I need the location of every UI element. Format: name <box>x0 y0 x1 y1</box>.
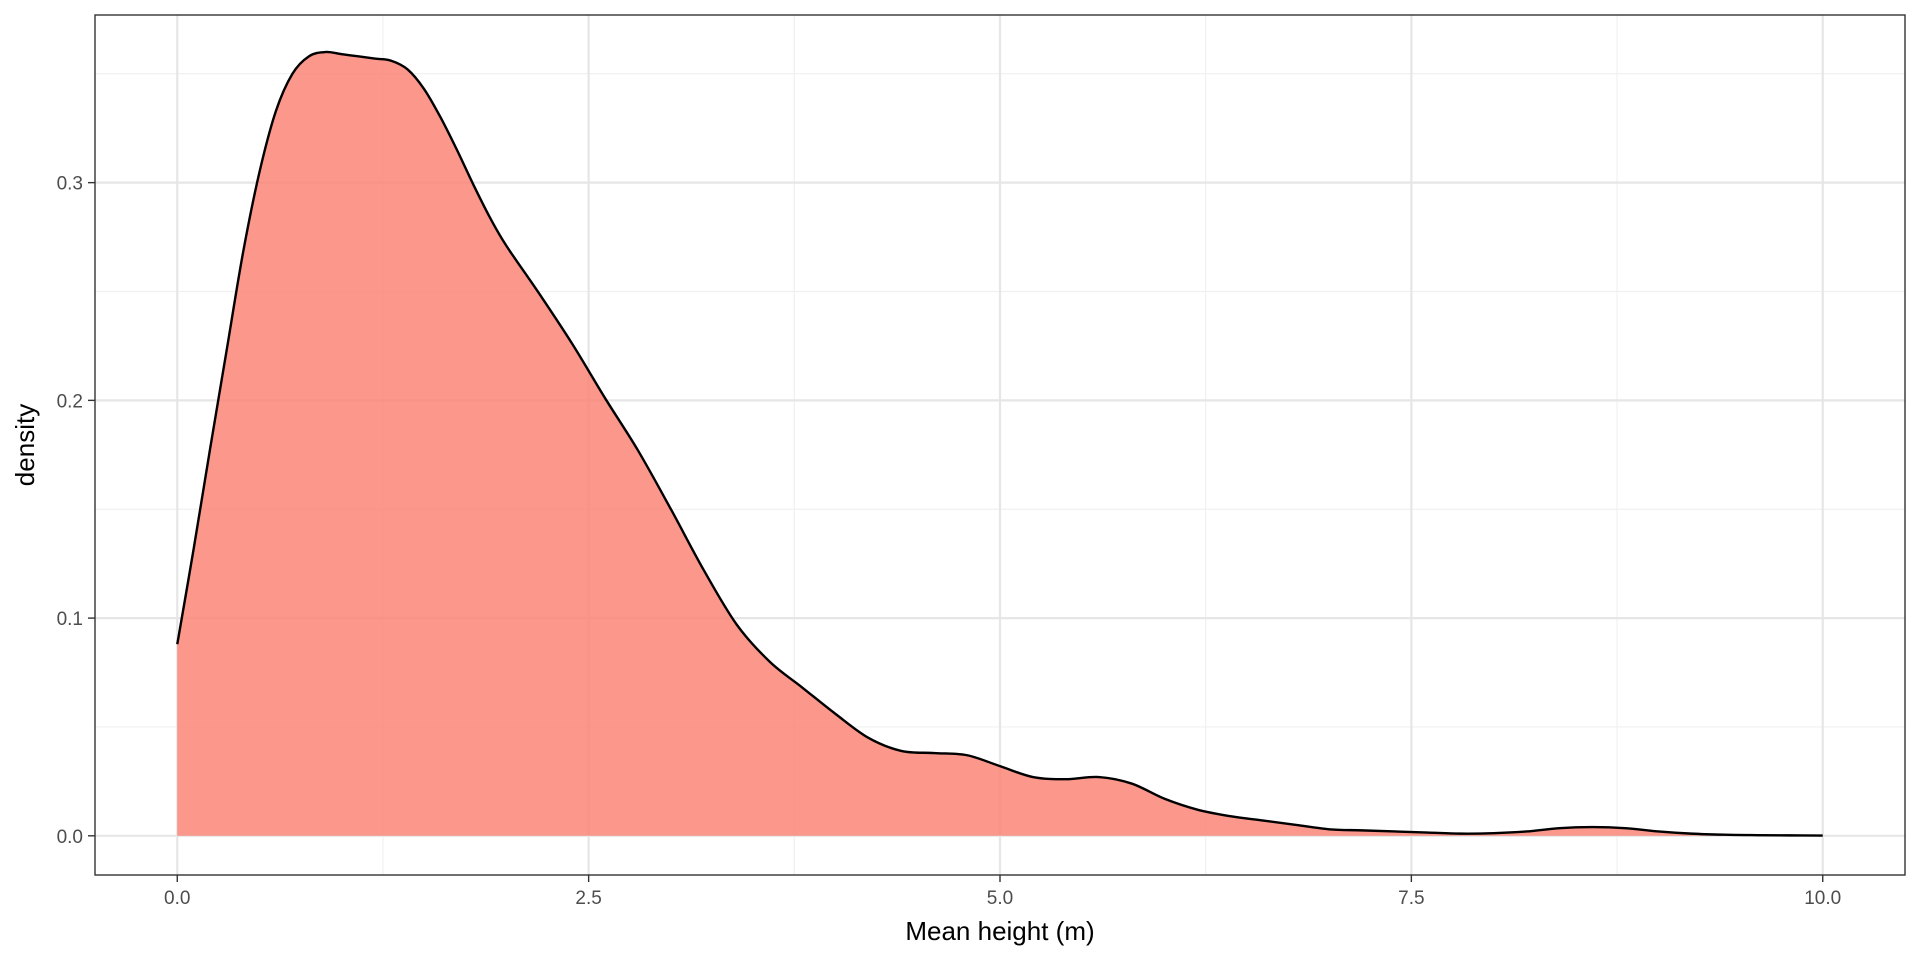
x-axis: 0.0 2.5 5.0 7.5 10.0 <box>164 875 1841 909</box>
density-line <box>176 50 1823 837</box>
x-tick-label: 5.0 <box>987 888 1013 909</box>
y-tick-label: 0.3 <box>57 174 83 195</box>
y-axis: 0.0 0.1 0.2 0.3 <box>57 174 95 848</box>
density-series <box>176 50 1823 837</box>
y-axis-title: density <box>10 404 40 486</box>
x-axis-title: Mean height (m) <box>905 916 1094 946</box>
y-tick-label: 0.1 <box>57 609 83 630</box>
density-area <box>177 51 1823 836</box>
y-tick-label: 0.2 <box>57 391 83 412</box>
x-tick-label: 0.0 <box>164 888 190 909</box>
x-tick-label: 7.5 <box>1398 888 1424 909</box>
y-tick-label: 0.0 <box>57 827 83 848</box>
x-tick-label: 2.5 <box>575 888 601 909</box>
x-tick-label: 10.0 <box>1804 888 1841 909</box>
